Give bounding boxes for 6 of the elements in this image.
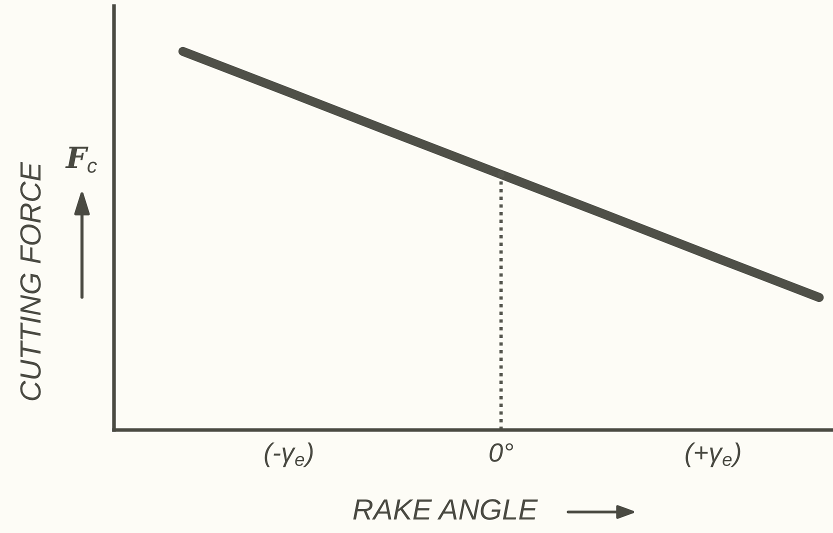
x-tick-label: 0°	[490, 443, 514, 462]
x-tick-label: (-γ$_{e}$)	[264, 442, 313, 468]
x-axis-title: RAKE ANGLE	[353, 499, 538, 520]
y-axis-title: CUTTING FORCE	[20, 162, 41, 400]
x-tick-label: (+γ$_{e}$)	[686, 442, 740, 468]
text: F$_{c}$	[65, 146, 97, 173]
